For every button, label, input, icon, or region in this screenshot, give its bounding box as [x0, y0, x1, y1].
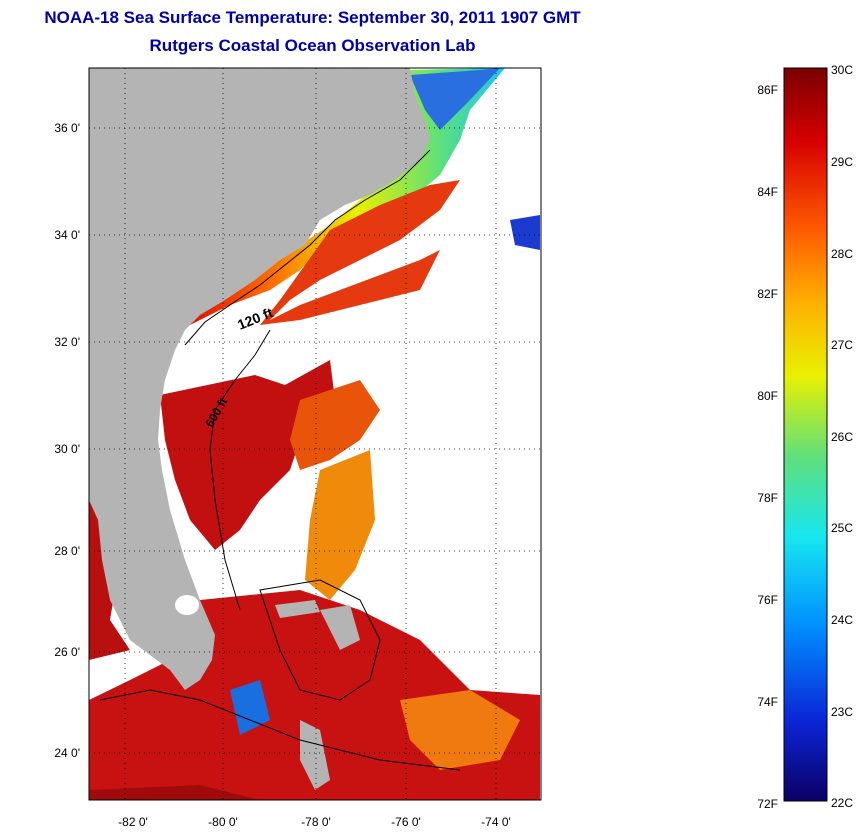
fahrenheit-label: 86F: [757, 83, 778, 97]
warm-patch-central: [160, 360, 335, 550]
land-bahamas-andros: [300, 720, 330, 790]
lat-tick-label: 26 0': [54, 645, 80, 659]
isobath-contour-120ft: [184, 149, 431, 346]
lon-tick-label: -76 0': [391, 815, 421, 829]
warm-band-offshore: [260, 180, 460, 325]
celsius-label: 23C: [831, 705, 853, 719]
lon-tick-label: -74 0': [481, 815, 511, 829]
isobath-contour-600ft: [209, 329, 271, 611]
lat-tick-label: 30 0': [54, 442, 80, 456]
land-mainland: [89, 68, 430, 690]
lon-tick-label: -78 0': [301, 815, 331, 829]
colorbar: 86F 84F 82F 80F 78F 76F 74F 72F 30C 29C …: [757, 63, 853, 811]
warm-band-cuba: [89, 785, 260, 800]
map-area: 120 ft 600 ft: [89, 68, 541, 800]
lat-tick-label: 32 0': [54, 335, 80, 349]
orange-patch-southeast: [400, 690, 520, 770]
orange-patch-central: [290, 380, 380, 470]
map-title: NOAA-18 Sea Surface Temperature: Septemb…: [44, 8, 581, 27]
celsius-label: 29C: [831, 155, 853, 169]
fahrenheit-label: 76F: [757, 593, 778, 607]
fahrenheit-label: 72F: [757, 797, 778, 811]
celsius-label: 22C: [831, 796, 853, 810]
lon-tick-label: -80 0': [208, 815, 238, 829]
map-frame: [88, 67, 542, 801]
fahrenheit-label: 74F: [757, 695, 778, 709]
celsius-label: 24C: [831, 613, 853, 627]
latitude-axis: 36 0' 34 0' 32 0' 30 0' 28 0' 26 0' 24 0…: [54, 121, 80, 760]
land-bahamas-abaco: [320, 605, 360, 650]
bathymetry-contour-bahamas: [259, 579, 381, 701]
bathymetry-contour-keys: [99, 689, 461, 771]
graticule: [89, 68, 541, 800]
lake-okeechobee: [175, 595, 199, 615]
lat-tick-label: 34 0': [54, 228, 80, 242]
fahrenheit-label: 82F: [757, 287, 778, 301]
fahrenheit-label: 80F: [757, 389, 778, 403]
celsius-label: 30C: [831, 63, 853, 77]
cold-patch-northeast: [410, 68, 500, 130]
orange-patch-south: [305, 450, 375, 600]
cold-speckle-keys: [230, 680, 270, 735]
cold-patch-east: [510, 215, 540, 250]
celsius-label: 25C: [831, 521, 853, 535]
lat-tick-label: 28 0': [54, 544, 80, 558]
colorbar-gradient: [783, 67, 828, 802]
longitude-axis: -82 0' -80 0' -78 0' -76 0' -74 0': [118, 815, 511, 829]
celsius-label: 27C: [831, 338, 853, 352]
celsius-label: 28C: [831, 247, 853, 261]
land-grand-bahama: [275, 600, 320, 618]
colorbar-celsius-labels: 30C 29C 28C 27C 26C 25C 24C 23C 22C: [831, 63, 853, 810]
map-subtitle: Rutgers Coastal Ocean Observation Lab: [149, 36, 476, 55]
fahrenheit-label: 84F: [757, 185, 778, 199]
lat-tick-label: 36 0': [54, 121, 80, 135]
fahrenheit-label: 78F: [757, 491, 778, 505]
celsius-label: 26C: [831, 430, 853, 444]
colorbar-fahrenheit-labels: 86F 84F 82F 80F 78F 76F 74F 72F: [757, 83, 778, 811]
lat-tick-label: 24 0': [54, 746, 80, 760]
lon-tick-label: -82 0': [118, 815, 148, 829]
